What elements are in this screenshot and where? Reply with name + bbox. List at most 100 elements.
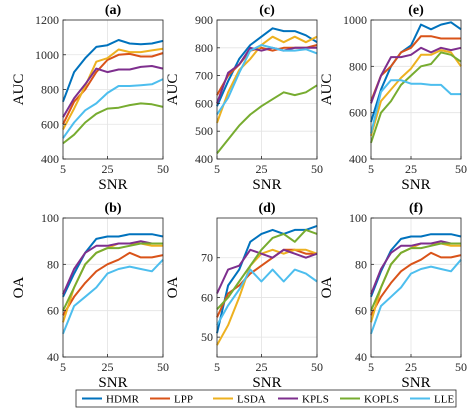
- y-tick-label: 70: [201, 251, 213, 265]
- y-axis-label: AUC: [165, 74, 181, 106]
- series-line-lpp: [62, 251, 164, 316]
- x-axis-label: SNR: [98, 375, 127, 391]
- panel-title: (d): [258, 201, 275, 216]
- legend-label-hdmr: HDMR: [106, 394, 140, 406]
- x-tick-label: 25: [405, 360, 417, 374]
- y-tick-label: 600: [349, 106, 367, 120]
- chart-panel-4: 50 60 70 5 25 50 (d) SNR OA: [165, 201, 323, 391]
- y-tick-label: 40: [47, 350, 59, 364]
- series-line-kopls: [370, 51, 462, 144]
- x-tick-label: 25: [101, 360, 113, 374]
- series-line-lle: [216, 268, 318, 326]
- x-tick-label: 25: [255, 360, 267, 374]
- y-tick-label: 700: [195, 69, 213, 83]
- series-line-lpp: [370, 35, 461, 102]
- x-tick-label: 5: [368, 360, 374, 374]
- x-tick-label: 50: [311, 360, 323, 374]
- legend-label-lsda: LSDA: [237, 394, 266, 406]
- series-line-kpls: [62, 240, 163, 295]
- plot-frame: [216, 19, 318, 160]
- y-tick-label: 1200: [35, 13, 59, 27]
- x-axis-label: SNR: [252, 375, 281, 391]
- panel-title: (f): [409, 201, 423, 216]
- y-tick-label: 900: [195, 13, 213, 27]
- series-line-lsda: [62, 47, 164, 130]
- y-tick-label: 800: [41, 83, 59, 97]
- x-tick-label: 50: [455, 360, 467, 374]
- y-tick-label: 50: [201, 330, 213, 344]
- series-line-lle: [370, 259, 462, 335]
- x-axis-label: SNR: [401, 177, 430, 193]
- y-axis-label: OA: [165, 277, 181, 299]
- y-tick-label: 800: [195, 41, 213, 55]
- series-line-hdmr: [216, 224, 318, 334]
- y-tick-label: 500: [195, 124, 213, 138]
- x-tick-label: 5: [214, 162, 220, 176]
- plot-frame: [62, 217, 164, 358]
- x-tick-label: 50: [157, 360, 169, 374]
- x-tick-label: 5: [214, 360, 220, 374]
- y-tick-label: 60: [355, 304, 367, 318]
- x-tick-label: 25: [405, 162, 417, 176]
- series-line-lpp: [370, 251, 462, 316]
- y-tick-label: 80: [355, 257, 367, 271]
- panel-title: (c): [259, 3, 275, 18]
- plot-frame: [216, 217, 318, 358]
- series-line-kpls: [216, 248, 318, 294]
- series-line-lle: [62, 259, 164, 335]
- legend: HDMR LPP LSDA KPLS KOPLS LLE: [75, 389, 457, 408]
- legend-box: [75, 389, 457, 408]
- series-line-hdmr: [370, 21, 462, 123]
- legend-label-lle: LLE: [434, 394, 454, 406]
- x-tick-label: 25: [255, 162, 267, 176]
- series-line-lpp: [216, 248, 317, 318]
- chart-panel-0: 400 600 800 1000 1200 5 25 50 (a) SNR AUC: [11, 3, 169, 193]
- x-tick-label: 25: [101, 162, 113, 176]
- y-tick-label: 400: [349, 152, 367, 166]
- plot-frame: [370, 19, 462, 160]
- series-line-hdmr: [62, 39, 164, 103]
- y-tick-label: 600: [195, 96, 213, 110]
- x-axis-label: SNR: [98, 177, 127, 193]
- series-line-lle: [62, 78, 164, 139]
- series-line-lsda: [216, 248, 318, 346]
- y-tick-label: 60: [47, 304, 59, 318]
- series-line-lle: [216, 44, 318, 116]
- series-line-hdmr: [62, 233, 164, 298]
- y-tick-label: 400: [41, 152, 59, 166]
- panel-title: (b): [104, 201, 121, 216]
- y-tick-label: 1000: [343, 13, 367, 27]
- series-line-kpls: [370, 240, 461, 295]
- x-tick-label: 50: [157, 162, 169, 176]
- y-tick-label: 40: [355, 350, 367, 364]
- y-axis-label: AUC: [319, 74, 335, 106]
- series-line-kpls: [216, 46, 317, 104]
- series-line-kopls: [370, 242, 461, 312]
- legend-label-kpls: KPLS: [302, 394, 329, 406]
- series-line-kopls: [62, 242, 163, 312]
- y-axis-label: AUC: [11, 74, 27, 106]
- chart-panel-5: 40 60 80 100 5 25 50 (f) SNR OA: [319, 201, 467, 391]
- y-tick-label: 60: [201, 290, 213, 304]
- y-axis-label: OA: [11, 277, 27, 299]
- series-line-lsda: [216, 35, 318, 124]
- x-axis-label: SNR: [401, 375, 430, 391]
- x-tick-label: 5: [60, 162, 66, 176]
- series-line-kopls: [62, 102, 164, 145]
- y-tick-label: 400: [195, 152, 213, 166]
- x-tick-label: 5: [368, 162, 374, 176]
- y-tick-label: 80: [47, 257, 59, 271]
- series-line-kpls: [62, 65, 164, 118]
- x-tick-label: 50: [455, 162, 467, 176]
- y-tick-label: 800: [349, 59, 367, 73]
- y-tick-label: 100: [349, 211, 367, 225]
- plot-frame: [370, 217, 462, 358]
- legend-label-lpp: LPP: [174, 394, 193, 406]
- y-tick-label: 600: [41, 117, 59, 131]
- y-axis-label: OA: [319, 277, 335, 299]
- series-line-kopls: [216, 84, 318, 155]
- x-tick-label: 5: [60, 360, 66, 374]
- x-axis-label: SNR: [252, 177, 281, 193]
